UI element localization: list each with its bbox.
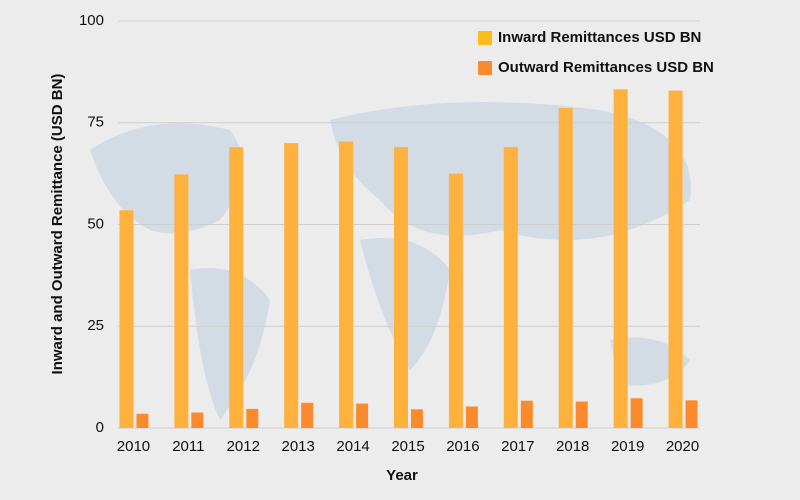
bar bbox=[191, 412, 204, 428]
x-tick-label: 2018 bbox=[556, 438, 589, 455]
x-tick-label: 2019 bbox=[611, 438, 644, 455]
bar bbox=[613, 89, 628, 428]
bar bbox=[229, 147, 244, 429]
y-tick-label: 25 bbox=[87, 317, 104, 334]
bar bbox=[136, 413, 149, 428]
x-axis-title: Year bbox=[386, 467, 418, 484]
x-tick-label: 2010 bbox=[117, 438, 150, 455]
map-shape bbox=[90, 123, 243, 234]
bar bbox=[503, 147, 518, 429]
bar bbox=[520, 400, 533, 428]
bar bbox=[630, 398, 643, 428]
legend-swatch bbox=[478, 61, 492, 75]
x-tick-label: 2020 bbox=[666, 438, 699, 455]
y-tick-label: 0 bbox=[96, 419, 104, 436]
bar bbox=[301, 402, 314, 428]
y-tick-label: 75 bbox=[87, 114, 104, 131]
bar bbox=[339, 141, 354, 429]
bar bbox=[394, 147, 408, 429]
x-tick-label: 2012 bbox=[227, 438, 260, 455]
y-axis-title: Inward and Outward Remittance (USD BN) bbox=[49, 74, 66, 375]
bar bbox=[246, 408, 259, 428]
bar bbox=[174, 174, 189, 428]
legend-label: Inward Remittances USD BN bbox=[498, 29, 701, 46]
bar bbox=[356, 403, 369, 428]
y-tick-label: 50 bbox=[87, 215, 104, 232]
bar bbox=[411, 409, 423, 428]
bar bbox=[575, 401, 588, 428]
x-tick-label: 2015 bbox=[391, 438, 424, 455]
x-tick-label: 2011 bbox=[172, 438, 204, 455]
bar bbox=[558, 108, 573, 429]
x-tick-label: 2016 bbox=[446, 438, 479, 455]
bar bbox=[685, 400, 698, 428]
bar bbox=[284, 143, 299, 428]
bar bbox=[668, 90, 683, 429]
bar bbox=[448, 173, 463, 428]
x-tick-label: 2013 bbox=[281, 438, 314, 455]
bar bbox=[465, 406, 478, 428]
legend-label: Outward Remittances USD BN bbox=[498, 59, 714, 76]
y-tick-label: 100 bbox=[79, 12, 104, 29]
x-tick-label: 2017 bbox=[501, 438, 534, 455]
bar bbox=[119, 210, 134, 428]
legend-swatch bbox=[478, 31, 492, 45]
x-tick-label: 2014 bbox=[336, 438, 369, 455]
